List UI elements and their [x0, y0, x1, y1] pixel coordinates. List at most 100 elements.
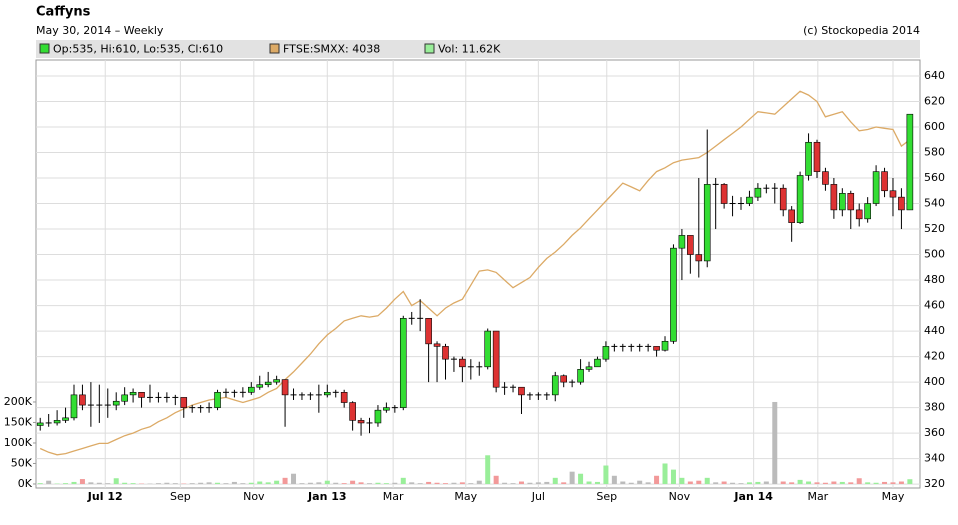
volume-bar — [164, 482, 170, 484]
candle-body — [720, 184, 728, 204]
candle-body — [585, 366, 593, 370]
candle-body — [518, 386, 525, 396]
y2-tick-label: 320 — [924, 477, 945, 490]
volume-bar — [611, 475, 617, 484]
volume-bar — [814, 482, 820, 484]
volume-bar — [113, 478, 119, 484]
volume-bar — [569, 471, 575, 484]
candle-body — [264, 381, 272, 385]
volume-bar — [442, 483, 448, 484]
volume-bar — [358, 482, 364, 484]
volume-bar — [628, 482, 634, 484]
candle-body — [340, 392, 348, 403]
credit: (c) Stockopedia 2014 — [803, 24, 920, 37]
volume-bar — [409, 482, 415, 484]
legend-swatch — [39, 43, 50, 54]
volume-bar — [206, 482, 212, 484]
volume-bar — [37, 483, 43, 484]
candle-body — [898, 196, 905, 211]
candle-body — [864, 203, 871, 220]
candle-body — [433, 343, 441, 347]
candle-body — [112, 400, 120, 406]
candle-body — [830, 184, 838, 211]
candle-body — [881, 171, 888, 192]
candle-body — [273, 379, 280, 383]
volume-bar — [485, 455, 491, 484]
volume-bar — [333, 482, 339, 484]
y2-tick-label: 600 — [924, 120, 945, 133]
candle-body — [678, 235, 686, 249]
volume-bar — [96, 482, 102, 484]
legend-swatch — [424, 43, 435, 54]
y2-tick-label: 580 — [924, 145, 945, 158]
volume-bar — [721, 481, 727, 484]
volume-bar — [586, 481, 592, 484]
volume-bar — [434, 482, 440, 484]
candle-body — [779, 187, 787, 211]
chart-title: Caffyns — [36, 5, 91, 20]
volume-bar — [383, 483, 389, 484]
candle-body — [425, 318, 432, 345]
x-tick-label: Jan 14 — [733, 490, 773, 503]
volume-bar — [561, 482, 567, 484]
candle-body — [383, 407, 390, 411]
candle-body — [442, 346, 449, 360]
volume-bar — [451, 482, 457, 484]
y2-tick-label: 560 — [924, 171, 945, 184]
y2-tick-label: 340 — [924, 452, 945, 465]
volume-bar — [299, 483, 305, 484]
y2-tick-label: 480 — [924, 273, 945, 286]
volume-bar — [822, 482, 828, 484]
volume-bar — [746, 482, 752, 484]
candle-body — [492, 330, 500, 388]
volume-bar — [662, 463, 668, 484]
candle-body — [577, 369, 584, 383]
volume-bar — [350, 480, 356, 484]
candle-body — [687, 235, 694, 255]
legend-swatch — [269, 43, 280, 54]
candle-body — [746, 196, 753, 204]
volume-bar — [240, 483, 246, 484]
legend-label: FTSE:SMXX: 4038 — [283, 43, 380, 56]
volume-bar — [730, 482, 736, 484]
volume-bar — [324, 480, 330, 484]
y-tick-label: 50K — [11, 456, 33, 469]
volume-bar — [763, 481, 769, 484]
x-tick-label: Mar — [807, 490, 828, 503]
volume-bar — [898, 481, 904, 484]
volume-bar — [772, 401, 778, 484]
x-tick-label: May — [454, 490, 477, 503]
candle-body — [822, 171, 829, 185]
volume-bar — [130, 483, 136, 484]
candle-body — [138, 392, 145, 398]
y2-tick-label: 380 — [924, 401, 945, 414]
volume-bar — [71, 481, 77, 484]
volume-bar — [265, 482, 271, 484]
volume-bar — [417, 483, 423, 484]
volume-bar — [890, 482, 896, 484]
volume-bar — [637, 480, 643, 484]
x-tick-label: Sep — [170, 490, 191, 503]
volume-bar — [215, 482, 221, 484]
volume-bar — [79, 479, 85, 484]
candle-body — [323, 392, 331, 396]
candle-body — [349, 402, 356, 421]
volume-bar — [392, 482, 398, 484]
volume-bar — [307, 482, 313, 484]
volume-bar — [122, 482, 128, 484]
candle-body — [180, 397, 188, 408]
y-tick-label: 200K — [4, 395, 33, 408]
volume-bar — [105, 483, 111, 484]
candle-body — [281, 379, 289, 396]
volume-bar — [189, 483, 195, 484]
volume-bar — [223, 483, 229, 484]
legend-bar — [36, 40, 920, 58]
volume-bar — [426, 481, 432, 484]
x-tick-label: Jul — [531, 490, 545, 503]
volume-bar — [806, 481, 812, 484]
y2-tick-label: 620 — [924, 94, 945, 107]
candle-body — [70, 394, 78, 419]
candle-body — [594, 358, 601, 368]
volume-bar — [645, 482, 651, 484]
